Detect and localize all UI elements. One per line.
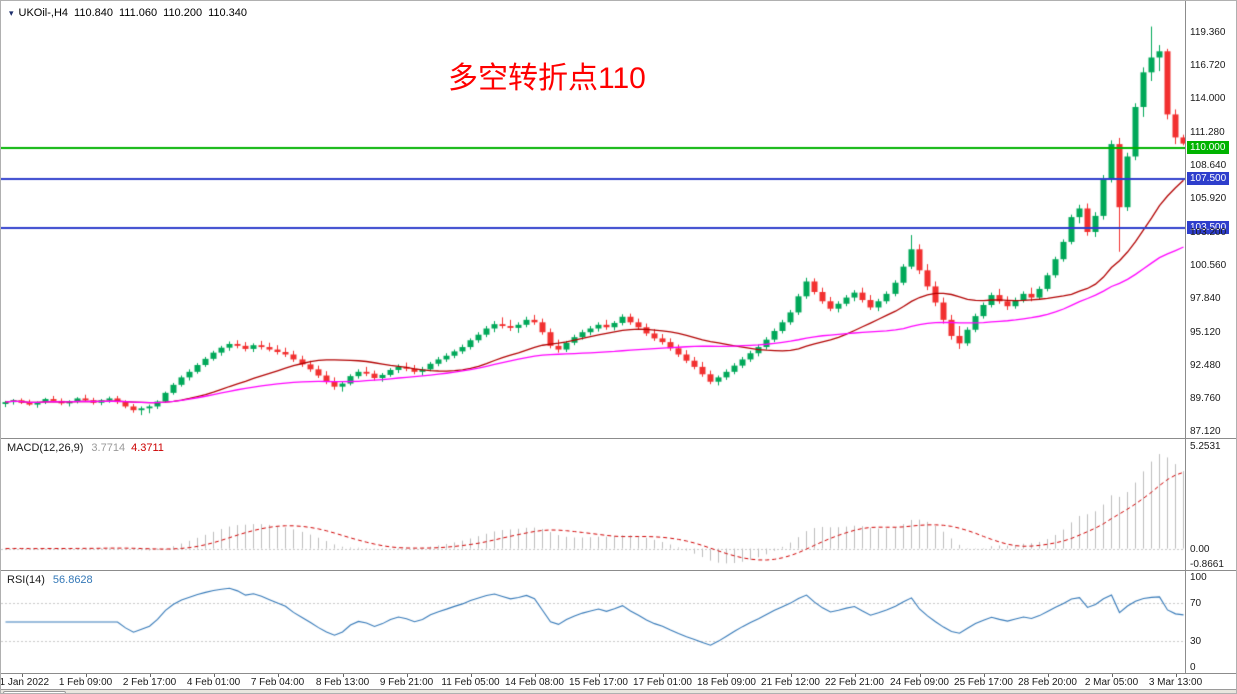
time-axis-tick: [534, 674, 536, 677]
time-axis-tick: [342, 674, 344, 677]
ohlc-header: ▾ UKOil-,H4 110.840 111.060 110.200 110.340: [9, 7, 247, 19]
rsi-canvas[interactable]: [1, 571, 1187, 673]
time-axis-label: 28 Feb 20:00: [1018, 677, 1077, 688]
time-axis-label: 9 Feb 21:00: [379, 677, 434, 688]
time-axis-label: 2 Feb 17:00: [122, 677, 177, 688]
macd-scale-label: 5.2531: [1190, 441, 1221, 452]
open-value: 110.840: [74, 7, 113, 19]
price-scale-label: 87.120: [1190, 425, 1221, 437]
price-scale[interactable]: 110.000 107.500 103.500 119.360 116.720 11…: [1185, 1, 1236, 438]
rsi-scale-label: 30: [1190, 636, 1202, 648]
symbol-timeframe-label: UKOil-,H4: [18, 7, 69, 19]
time-axis-tick: [1047, 674, 1049, 677]
time-axis-label: 15 Feb 17:00: [569, 677, 628, 688]
macd-label: MACD(12,26,9): [7, 442, 84, 454]
price-scale-label: 111.280: [1190, 126, 1225, 138]
rsi-scale-label: 0: [1190, 662, 1196, 673]
time-axis-label: 22 Feb 21:00: [825, 677, 884, 688]
rsi-value: 56.8628: [52, 574, 93, 586]
low-value: 110.200: [163, 7, 203, 19]
time-axis-label: 17 Feb 01:00: [633, 677, 692, 688]
chart-text-annotation: 多空转折点110: [448, 62, 646, 95]
time-axis-tick: [406, 674, 408, 677]
rsi-label: RSI(14): [7, 574, 45, 586]
hline-price-badge-blue-upper: 107.500: [1187, 171, 1230, 185]
time-axis-tick: [149, 674, 151, 677]
price-scale-label: 97.840: [1190, 293, 1221, 305]
time-axis[interactable]: 31 Jan 2022 1 Feb 09:00 2 Feb 17:00 4 Feb 0…: [1, 673, 1236, 689]
time-axis-tick: [277, 674, 279, 677]
price-chart-panel: ▾ UKOil-,H4 110.840 111.060 110.200 110.340 多…: [1, 1, 1236, 438]
time-axis-tick: [662, 674, 664, 677]
hline-price-badge-blue-lower: 103.500: [1187, 221, 1230, 235]
rsi-scale-label: 100: [1190, 572, 1207, 583]
time-axis-tick: [21, 674, 23, 677]
time-axis-label: 7 Feb 04:00: [250, 677, 305, 688]
time-axis-tick: [854, 674, 856, 677]
collapse-arrow-icon[interactable]: ▾: [9, 8, 14, 18]
macd-canvas[interactable]: [1, 439, 1187, 570]
time-axis-label: 31 Jan 2022: [0, 677, 50, 688]
time-axis-label: 4 Feb 01:00: [186, 677, 241, 688]
rsi-header: RSI(14) 56.8628: [7, 574, 93, 586]
macd-indicator-panel: MACD(12,26,9) 3.7714 4.3711 5.2531 0.00 -0.8…: [1, 438, 1236, 570]
price-scale-label: 100.560: [1190, 259, 1227, 271]
time-axis-tick: [726, 674, 728, 677]
time-axis-tick: [213, 674, 215, 677]
macd-header: MACD(12,26,9) 3.7714 4.3711: [7, 442, 164, 454]
macd-signal-value: 4.3711: [131, 442, 164, 454]
price-scale-label: 114.000: [1190, 93, 1226, 105]
price-scale-label: 108.640: [1190, 159, 1227, 171]
time-axis-label: 8 Feb 13:00: [315, 677, 370, 688]
time-axis-label: 1 Feb 09:00: [58, 677, 113, 688]
price-scale-label: 95.120: [1190, 326, 1221, 338]
macd-scale-label: 0.00: [1190, 543, 1210, 555]
time-axis-label: 14 Feb 08:00: [505, 677, 564, 688]
time-axis-tick: [598, 674, 600, 677]
time-axis-tick: [1111, 674, 1113, 677]
price-scale-label: 105.920: [1190, 193, 1227, 205]
rsi-scale-label: 70: [1190, 597, 1202, 609]
time-axis-tick: [790, 674, 792, 677]
rsi-indicator-panel: RSI(14) 56.8628 100 70 30 0: [1, 570, 1236, 673]
price-scale-label: 103.200: [1190, 226, 1227, 238]
time-axis-label: 24 Feb 09:00: [890, 677, 949, 688]
chart-tab-bar: UKOil-,H4: [1, 689, 1236, 693]
macd-scale[interactable]: 5.2531 0.00 -0.8661: [1185, 439, 1236, 570]
chart-tab[interactable]: UKOil-,H4: [3, 691, 67, 693]
time-axis-tick: [983, 674, 985, 677]
time-axis-label: 3 Mar 13:00: [1148, 677, 1203, 688]
time-axis-tick: [470, 674, 472, 677]
time-axis-tick: [85, 674, 87, 677]
macd-scale-label: -0.8661: [1190, 559, 1224, 570]
time-axis-label: 25 Feb 17:00: [954, 677, 1013, 688]
time-axis-label: 21 Feb 12:00: [761, 677, 820, 688]
macd-main-value: 3.7714: [91, 442, 126, 454]
high-value: 111.060: [119, 7, 158, 19]
price-scale-label: 89.760: [1190, 393, 1221, 405]
hline-price-badge-green: 110.000: [1187, 140, 1229, 154]
time-axis-tick: [1175, 674, 1177, 677]
time-axis-label: 2 Mar 05:00: [1084, 677, 1139, 688]
close-value: 110.340: [208, 7, 248, 19]
time-axis-tick: [919, 674, 921, 677]
price-scale-label: 116.720: [1190, 59, 1226, 71]
rsi-scale[interactable]: 100 70 30 0: [1185, 571, 1236, 673]
time-axis-label: 18 Feb 09:00: [697, 677, 756, 688]
price-scale-label: 119.360: [1190, 27, 1226, 38]
price-chart-canvas[interactable]: [1, 1, 1187, 438]
time-axis-label: 11 Feb 05:00: [441, 677, 500, 688]
price-scale-label: 92.480: [1190, 359, 1221, 371]
